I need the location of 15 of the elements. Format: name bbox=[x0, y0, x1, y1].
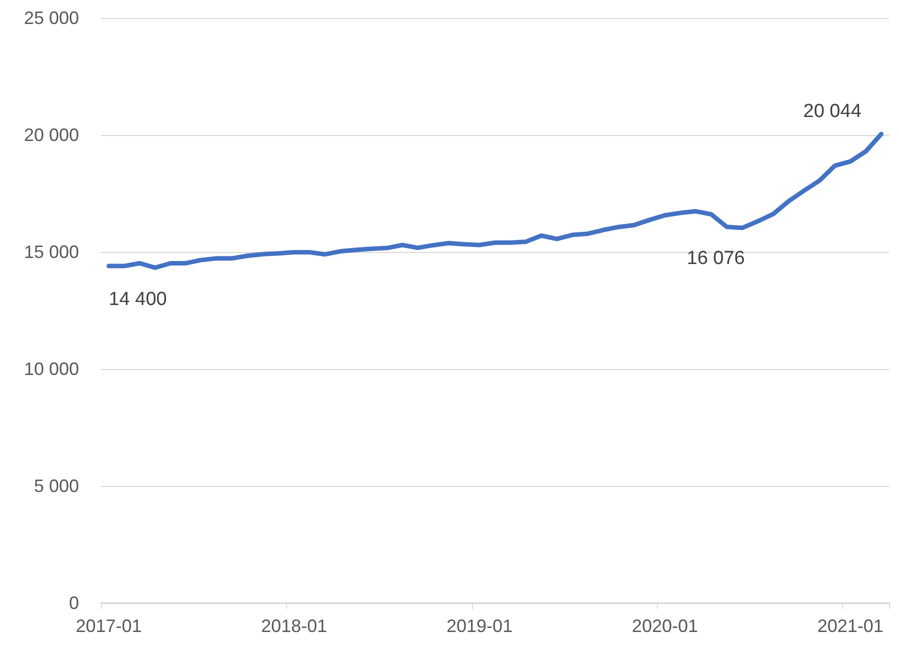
line-series bbox=[106, 132, 884, 270]
x-tick-label: 2017-01 bbox=[76, 616, 142, 636]
y-tick-label: 15 000 bbox=[24, 242, 79, 262]
x-tick-label: 2020-01 bbox=[632, 616, 698, 636]
data-label: 14 400 bbox=[108, 289, 167, 310]
y-tick-label: 0 bbox=[68, 593, 79, 613]
data-label: 20 044 bbox=[803, 100, 862, 122]
data-label: 16 076 bbox=[686, 248, 745, 269]
x-tick-label: 2021-01 bbox=[817, 616, 884, 636]
y-tick-label: 10 000 bbox=[24, 359, 79, 379]
y-tick-label: 25 000 bbox=[24, 8, 79, 28]
x-tick-label: 2019-01 bbox=[446, 616, 513, 636]
x-tick-label: 2018-01 bbox=[261, 616, 328, 636]
y-tick-label: 5 000 bbox=[34, 476, 79, 496]
y-tick-label: 20 000 bbox=[24, 125, 79, 145]
